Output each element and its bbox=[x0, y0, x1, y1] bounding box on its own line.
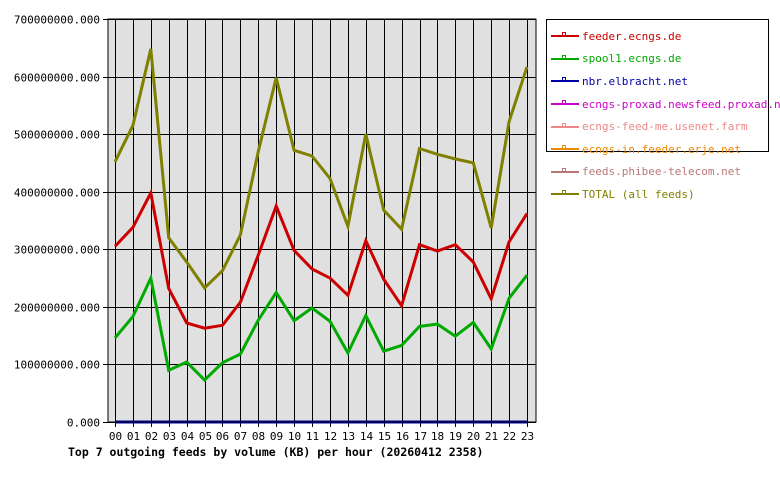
series-line-1 bbox=[113, 273, 529, 383]
legend-label: nbr.elbracht.net bbox=[582, 74, 688, 88]
legend-item: spool1.ecngs.de bbox=[551, 48, 768, 71]
y-tick-label: 600000000.000 bbox=[14, 72, 100, 85]
legend-label: TOTAL (all feeds) bbox=[582, 187, 695, 201]
legend-line-marker-icon bbox=[551, 143, 579, 155]
legend-label: feeder.ecngs.de bbox=[582, 29, 682, 43]
x-tick-label: 17 bbox=[414, 430, 427, 443]
legend-item: ecngs-in.feeder.erje.net bbox=[551, 138, 768, 161]
y-axis: 0.000 100000000.000 200000000.000 300000000… bbox=[14, 14, 100, 430]
x-tick-label: 01 bbox=[127, 430, 140, 443]
series-line-7 bbox=[113, 48, 529, 291]
x-tick-label: 11 bbox=[306, 430, 319, 443]
x-tick-label: 10 bbox=[288, 430, 301, 443]
legend-line-marker-icon bbox=[551, 166, 579, 178]
x-tick-label: 04 bbox=[181, 430, 195, 443]
chart-title: Top 7 outgoing feeds by volume (KB) per … bbox=[68, 445, 483, 459]
x-tick-label: 03 bbox=[163, 430, 176, 443]
legend-item: ecngs-proxad.newsfeed.proxad.net bbox=[551, 93, 780, 116]
legend-item: feeder.ecngs.de bbox=[551, 25, 768, 48]
legend-line-marker-icon bbox=[551, 30, 579, 42]
legend-label: ecngs-feed-me.usenet.farm bbox=[582, 120, 748, 134]
y-tick-label: 400000000.000 bbox=[14, 187, 100, 200]
x-tick-label: 22 bbox=[503, 430, 516, 443]
legend-item: TOTAL (all feeds) bbox=[551, 183, 768, 206]
x-tick-label: 05 bbox=[199, 430, 212, 443]
legend-line-marker-icon bbox=[551, 53, 579, 65]
x-tick-label: 18 bbox=[431, 430, 444, 443]
x-axis: 00 01 02 03 04 05 06 07 08 09 10 11 12 13 14 15 16 17 18 19… bbox=[109, 430, 534, 443]
x-tick-label: 06 bbox=[216, 430, 229, 443]
y-tick-label: 200000000.000 bbox=[14, 302, 100, 315]
x-tick-label: 12 bbox=[324, 430, 337, 443]
legend-line-marker-icon bbox=[551, 75, 579, 87]
x-tick-label: 02 bbox=[145, 430, 158, 443]
legend-label: ecngs-in.feeder.erje.net bbox=[582, 142, 741, 156]
legend-label: ecngs-proxad.newsfeed.proxad.net bbox=[582, 97, 780, 111]
y-tick-label: 500000000.000 bbox=[14, 129, 100, 142]
x-tick-label: 00 bbox=[109, 430, 122, 443]
legend-label: spool1.ecngs.de bbox=[582, 52, 682, 66]
x-tick-label: 14 bbox=[360, 430, 374, 443]
x-tick-label: 20 bbox=[467, 430, 480, 443]
legend-line-marker-icon bbox=[551, 188, 579, 200]
y-tick-label: 300000000.000 bbox=[14, 244, 100, 257]
x-tick-label: 09 bbox=[270, 430, 283, 443]
legend-item: ecngs-feed-me.usenet.farm bbox=[551, 115, 768, 138]
legend-line-marker-icon bbox=[551, 121, 579, 133]
legend: feeder.ecngs.de spool1.ecngs.de nbr.elbrac… bbox=[546, 19, 780, 201]
x-tick-label: 16 bbox=[396, 430, 409, 443]
x-tick-label: 13 bbox=[342, 430, 355, 443]
legend-item: nbr.elbracht.net bbox=[551, 70, 768, 93]
x-tick-label: 15 bbox=[378, 430, 391, 443]
y-tick-label: 0.000 bbox=[67, 417, 100, 430]
legend-label: feeds.phibee-telecom.net bbox=[582, 165, 741, 179]
series-line-0 bbox=[113, 188, 529, 330]
x-tick-label: 21 bbox=[485, 430, 498, 443]
y-tick-label: 700000000.000 bbox=[14, 14, 100, 27]
y-tick-label: 100000000.000 bbox=[14, 359, 100, 372]
x-tick-label: 23 bbox=[521, 430, 534, 443]
x-tick-label: 08 bbox=[252, 430, 265, 443]
plot-border bbox=[107, 18, 537, 423]
plot-area bbox=[108, 19, 536, 422]
x-tick-label: 07 bbox=[234, 430, 247, 443]
legend-item: feeds.phibee-telecom.net bbox=[551, 161, 768, 184]
legend-line-marker-icon bbox=[551, 98, 579, 110]
x-tick-label: 19 bbox=[449, 430, 462, 443]
